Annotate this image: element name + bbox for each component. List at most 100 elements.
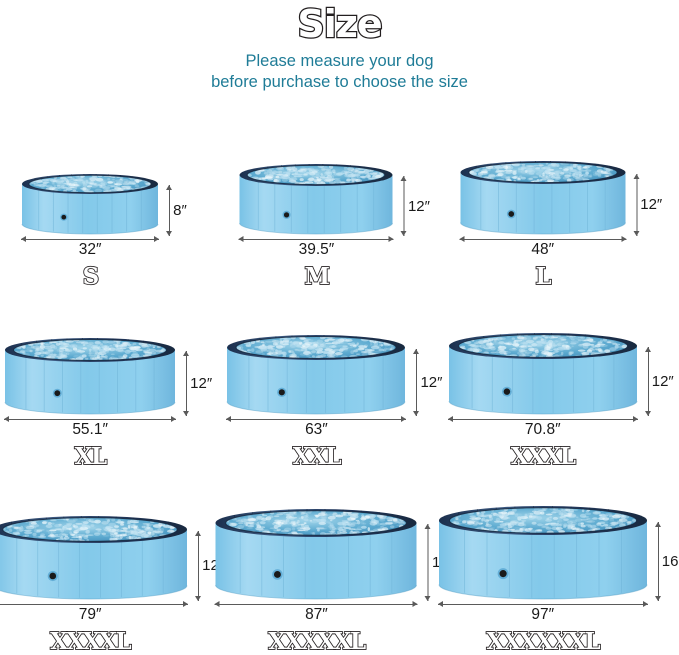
pool-illustration (459, 161, 626, 235)
size-label-s: S (82, 263, 100, 291)
size-label-xxxxxl: XXXXXL (267, 628, 367, 655)
water-edge (448, 507, 637, 534)
diameter-dimension-label: 48″ (531, 241, 555, 258)
pool-cell-m: 12″ 39.5″ M (226, 110, 452, 290)
pool-art (438, 505, 648, 601)
water-edge (457, 334, 628, 358)
pool-illustration (438, 506, 648, 600)
diameter-dimension: 48″ (459, 236, 627, 259)
height-dimension-line (633, 173, 640, 237)
pool-water (2, 517, 178, 542)
size-label-xl: XL (74, 443, 108, 471)
pool-wall (438, 520, 647, 599)
size-label-xxxxxxl: XXXXXXL (486, 628, 602, 655)
diameter-dimension-line (459, 236, 627, 242)
size-label-m: M (304, 263, 331, 291)
diameter-dimension: 97″ (437, 601, 648, 624)
drain-plug-icon (282, 210, 292, 219)
water-edge (2, 517, 178, 542)
water-edge (225, 510, 408, 536)
size-label-xxxl: XXXL (510, 443, 577, 471)
pool-block: 12″ 63″ XXL (226, 334, 452, 470)
water-edge (235, 335, 398, 360)
diameter-dimension: 87″ (214, 601, 418, 624)
pool-fold-lines (258, 181, 375, 234)
pool-illustration (4, 338, 176, 415)
water-edge (28, 174, 152, 194)
pool-wall (227, 347, 406, 414)
pool-illustration (448, 333, 638, 415)
header: Size Please measure your dog before purc… (0, 0, 679, 93)
diameter-dimension-line (447, 416, 638, 422)
pool-bottom-edge (239, 222, 394, 235)
diameter-dimension: 39.5″ (238, 236, 394, 259)
diameter-dimension-label: 97″ (531, 606, 555, 623)
diameter-dimension-label: 70.8″ (524, 421, 561, 438)
pool-fold-lines (471, 354, 615, 413)
page-title: Size (296, 1, 384, 48)
diameter-dimension-line (21, 236, 160, 242)
height-dimension: 12″ (400, 176, 430, 237)
height-dimension: 12″ (413, 348, 443, 417)
pool-art (226, 334, 406, 416)
pool-illustration (226, 335, 406, 415)
water-caustics (13, 339, 167, 361)
diameter-dimension: 70.8″ (447, 416, 638, 439)
pool-illustration (0, 516, 188, 600)
pool-cell-xl: 12″ 55.1″ XL (0, 290, 226, 470)
pool-art (448, 332, 638, 416)
pool-illustration (239, 164, 394, 235)
pool-cell-s: 8″ 32″ S (0, 110, 226, 290)
pool-art (4, 337, 176, 416)
pool-art (459, 160, 626, 236)
diameter-dimension-label: 32″ (78, 241, 102, 258)
height-dimension-label: 12″ (407, 197, 430, 215)
diameter-dimension-line (214, 601, 418, 607)
drain-plug-icon (52, 388, 62, 398)
pool-art (21, 173, 159, 236)
pool-bottom-edge (438, 584, 648, 600)
pool-wall (5, 350, 176, 414)
size-label-xxxxl: XXXXL (49, 628, 132, 655)
drain-plug-icon (277, 387, 287, 397)
pool-fold-lines (25, 357, 155, 413)
pool-fold-lines (38, 190, 142, 234)
height-dimension-line (424, 524, 431, 602)
height-dimension-line (183, 351, 190, 417)
height-dimension-line (400, 176, 407, 237)
height-dimension: 16″ (654, 521, 679, 602)
height-dimension-line (413, 348, 420, 417)
water-caustics (226, 510, 407, 536)
pool-art (215, 508, 418, 601)
size-label-l: L (535, 263, 553, 291)
height-dimension-line (195, 530, 202, 602)
diameter-dimension-line (0, 601, 189, 607)
pool-block: 16″ 97″ XXXXXXL (437, 505, 679, 655)
height-dimension-line (166, 185, 173, 236)
water-caustics (2, 517, 178, 542)
diameter-dimension-line (437, 601, 648, 607)
water-edge (467, 161, 618, 184)
height-dimension-label: 12″ (420, 373, 443, 391)
height-dimension: 12″ (644, 347, 674, 417)
pool-illustration (215, 509, 418, 600)
height-dimension-label: 12″ (190, 375, 213, 393)
drain-plug-icon (506, 209, 516, 219)
diameter-dimension-line (226, 416, 407, 422)
height-dimension: 12″ (183, 351, 213, 417)
pool-block: 12″ 55.1″ XL (4, 337, 222, 470)
pool-cell-xxl: 12″ 63″ XXL (226, 290, 452, 470)
diameter-dimension: 79″ (0, 601, 189, 624)
pool-bottom-edge (21, 223, 159, 235)
pool-art (239, 163, 394, 236)
pool-wall (239, 175, 393, 234)
height-dimension: 8″ (166, 185, 187, 236)
height-dimension-label: 16″ (661, 552, 679, 570)
pool-cell-xxxl: 12″ 70.8″ XXXL (447, 290, 679, 470)
height-dimension-line (644, 347, 651, 417)
pool-block: 16″ 87″ XXXXXL (214, 508, 464, 655)
water-caustics (468, 162, 616, 183)
pool-wall (215, 523, 417, 599)
subtitle-line-1: Please measure your dog (245, 52, 434, 70)
